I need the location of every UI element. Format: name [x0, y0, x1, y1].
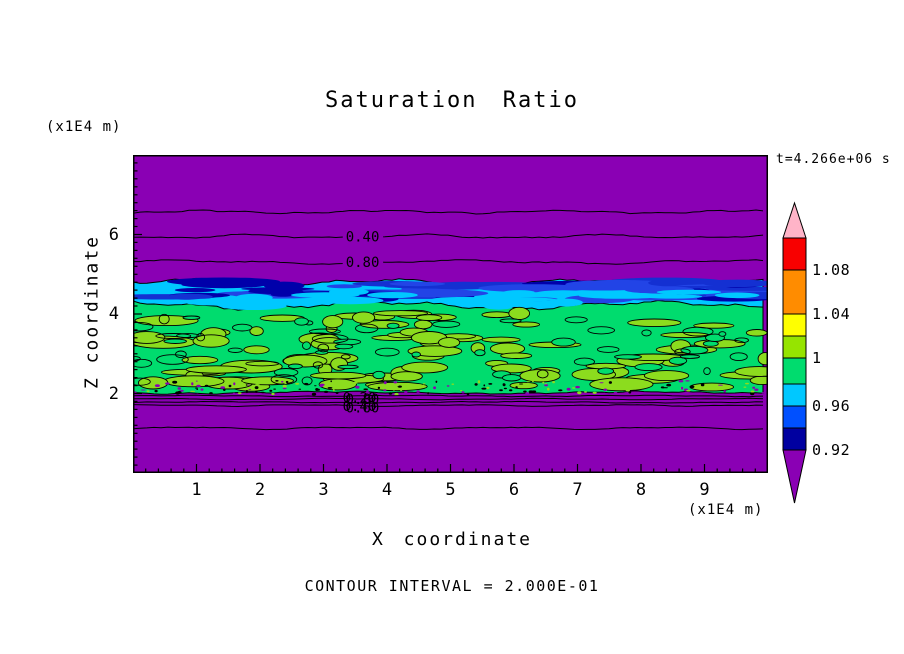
boundary-noise	[134, 380, 765, 396]
plot-area: 0.400.800.200.800.400.60	[133, 155, 768, 473]
contour-line	[133, 394, 764, 398]
x-tick-label: 9	[699, 480, 710, 500]
time-stamp-label: t=4.266e+06 s	[776, 152, 891, 167]
x-tick-label: 8	[635, 480, 647, 500]
colorbar-tick-label: 1.04	[812, 305, 851, 323]
colorbar-tick-label: 0.96	[812, 397, 851, 415]
colorbar-segment	[782, 357, 807, 385]
contour-label-box	[342, 228, 384, 245]
contour-label: 0.60	[346, 401, 380, 417]
x-tick-label: 1	[191, 480, 202, 500]
contour-line	[133, 400, 764, 404]
plot-frame	[133, 155, 768, 473]
colorbar-tick-label: 0.92	[812, 441, 851, 459]
contour-label: 0.40	[346, 230, 380, 246]
colorbar-segment	[782, 313, 807, 337]
x-tick-label: 5	[445, 480, 456, 500]
y-tick-label: 2	[108, 383, 119, 404]
colorbar-segment	[782, 269, 807, 315]
x-tick-label: 7	[572, 480, 583, 500]
x-axis-unit-label: (x1E4 m)	[688, 502, 764, 518]
contour-labels: 0.400.800.200.800.400.60	[342, 228, 384, 417]
colorbar-tick-label: 1	[812, 349, 822, 367]
contour-label: 0.80	[346, 255, 380, 271]
contour-line	[133, 259, 764, 265]
contour-label: 0.80	[346, 392, 380, 408]
contour-field: 0.400.800.200.800.400.60	[133, 155, 768, 473]
contour-label: 0.40	[343, 399, 377, 415]
contour-line	[133, 426, 764, 431]
colorbar-segment	[782, 237, 807, 271]
contour-label: 0.20	[343, 391, 377, 407]
y-tick-label: 6	[108, 224, 119, 245]
x-tick-label: 3	[318, 480, 329, 500]
colorbar-segment	[782, 383, 807, 407]
cyan-streaks	[183, 288, 760, 310]
contour-interval-note: CONTOUR INTERVAL = 2.000E-01	[304, 577, 600, 595]
x-axis-title: X coordinate	[371, 529, 533, 550]
contour-line	[133, 233, 764, 239]
colorbar-tick-label: 1.08	[812, 261, 851, 279]
y-axis-unit-label: (x1E4 m)	[46, 119, 122, 135]
green-islands	[133, 315, 748, 386]
x-tick-label: 6	[508, 480, 520, 500]
contour-line	[133, 397, 764, 401]
colorbar-segment	[782, 335, 807, 359]
x-tick-label: 2	[254, 480, 266, 500]
contour-lines	[133, 209, 764, 431]
colorbar-arrow-bottom	[782, 449, 807, 504]
chart-title: Saturation Ratio	[325, 88, 579, 113]
contour-line	[133, 404, 764, 408]
colorbar-segment	[782, 405, 807, 429]
colorbar-arrow-top	[782, 201, 807, 239]
contour-label-box	[342, 253, 384, 270]
colorbar	[782, 201, 807, 504]
y-tick-label: 4	[108, 304, 119, 324]
colorbar-segment	[782, 427, 807, 451]
contour-rings	[133, 313, 749, 386]
x-tick-label: 4	[381, 480, 393, 500]
contour-line	[133, 209, 764, 215]
